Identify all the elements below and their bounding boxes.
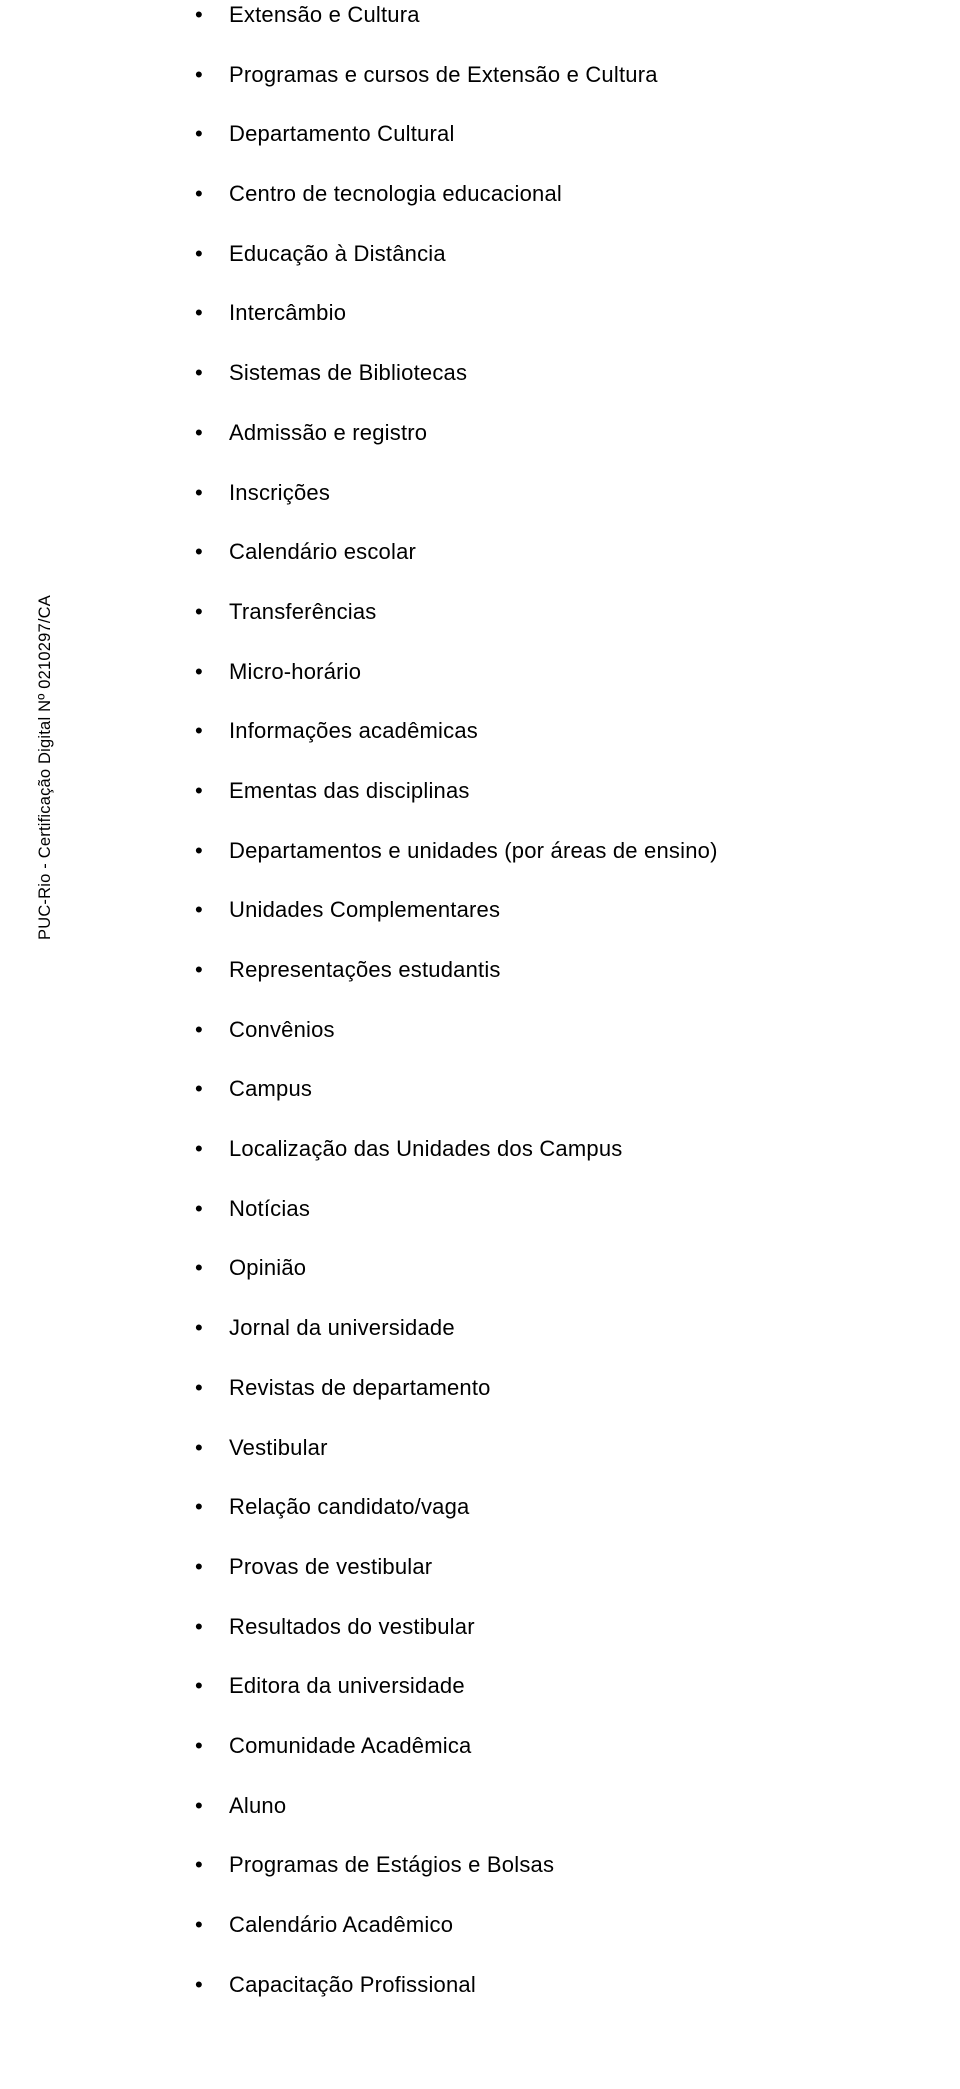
list-item: Departamentos e unidades (por áreas de e…	[195, 836, 890, 866]
list-item: Capacitação Profissional	[195, 1970, 890, 2000]
list-item: Extensão e Cultura	[195, 0, 890, 30]
list-item: Comunidade Acadêmica	[195, 1731, 890, 1761]
list-item: Resultados do vestibular	[195, 1612, 890, 1642]
certification-side-label: PUC-Rio - Certificação Digital Nº 021029…	[36, 595, 55, 940]
list-item: Centro de tecnologia educacional	[195, 179, 890, 209]
document-page: Extensão e Cultura Programas e cursos de…	[0, 0, 960, 2089]
list-item: Ementas das disciplinas	[195, 776, 890, 806]
list-item: Aluno	[195, 1791, 890, 1821]
list-item: Representações estudantis	[195, 955, 890, 985]
list-item: Notícias	[195, 1194, 890, 1224]
list-item: Campus	[195, 1074, 890, 1104]
list-item: Sistemas de Bibliotecas	[195, 358, 890, 388]
list-item: Convênios	[195, 1015, 890, 1045]
list-item: Admissão e registro	[195, 418, 890, 448]
list-item: Provas de vestibular	[195, 1552, 890, 1582]
list-item: Revistas de departamento	[195, 1373, 890, 1403]
list-item: Departamento Cultural	[195, 119, 890, 149]
list-item: Transferências	[195, 597, 890, 627]
list-item: Programas de Estágios e Bolsas	[195, 1850, 890, 1880]
list-item: Relação candidato/vaga	[195, 1492, 890, 1522]
list-item: Programas e cursos de Extensão e Cultura	[195, 60, 890, 90]
list-item: Intercâmbio	[195, 298, 890, 328]
list-item: Opinião	[195, 1253, 890, 1283]
list-item: Localização das Unidades dos Campus	[195, 1134, 890, 1164]
list-item: Jornal da universidade	[195, 1313, 890, 1343]
list-item: Editora da universidade	[195, 1671, 890, 1701]
list-item: Calendário escolar	[195, 537, 890, 567]
list-item: Unidades Complementares	[195, 895, 890, 925]
bullet-list: Extensão e Cultura Programas e cursos de…	[195, 0, 890, 1999]
list-item: Educação à Distância	[195, 239, 890, 269]
list-item: Inscrições	[195, 478, 890, 508]
list-item: Informações acadêmicas	[195, 716, 890, 746]
list-item: Calendário Acadêmico	[195, 1910, 890, 1940]
list-item: Micro-horário	[195, 657, 890, 687]
list-item: Vestibular	[195, 1433, 890, 1463]
